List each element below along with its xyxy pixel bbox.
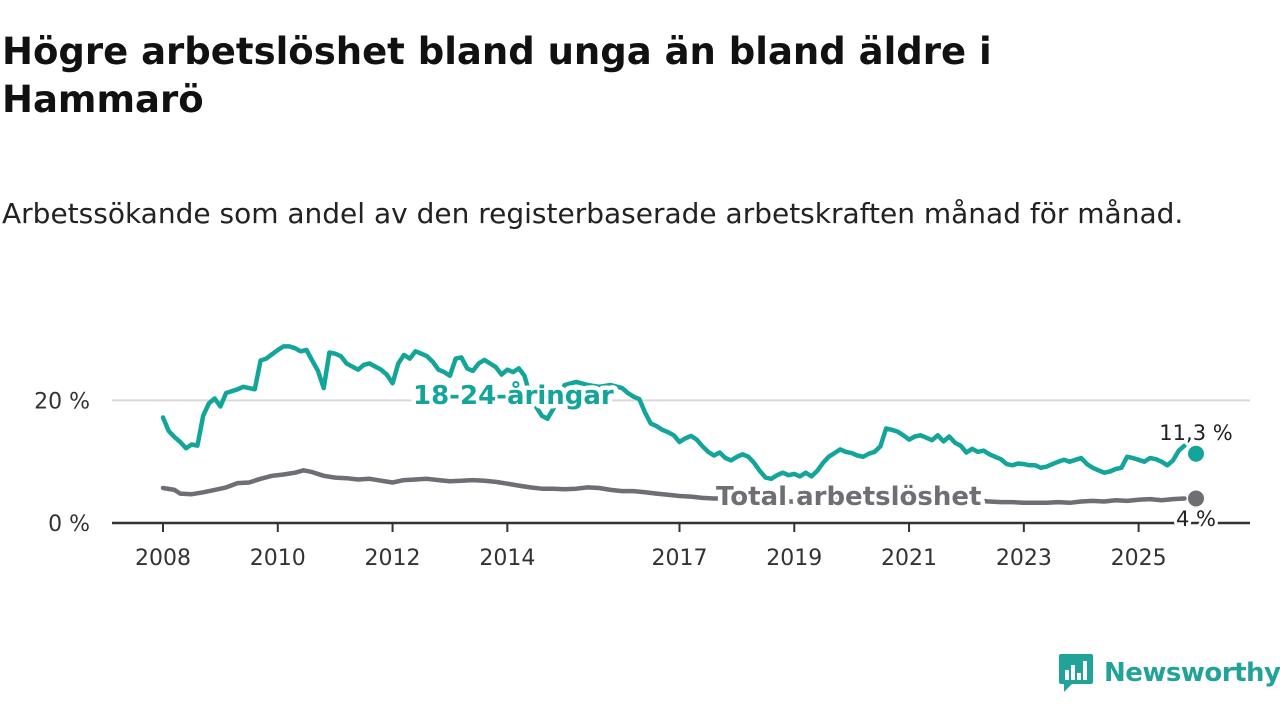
x-tick-label: 2010 [250,546,306,571]
series-lines [160,344,1204,507]
chart-subtitle: Arbetssökande som andel av den registerb… [2,197,1184,230]
x-tick-label: 2014 [479,546,535,571]
series-label-total: Total arbetslöshet [716,482,981,512]
bar-chart-speech-icon [1059,654,1093,692]
x-tick-label: 2017 [652,546,708,571]
series-line-youth [160,344,1187,482]
series-line-total [160,468,1187,506]
series-labels: 18-24-åringar Total arbetslöshet 11,3 % 4 % [409,375,1236,535]
end-label-total: 4 % [1176,507,1216,531]
end-label-youth: 11,3 % [1159,421,1232,445]
x-tick-label: 2019 [766,546,822,571]
brand-logo: Newsworthy [1058,652,1280,694]
x-tick-label: 2012 [365,546,421,571]
end-point-total [1188,490,1204,507]
x-tick-label: 2025 [1111,546,1167,571]
y-tick-label: 0 % [48,512,90,537]
end-point-youth [1188,445,1204,462]
x-tick-label: 2023 [996,546,1052,571]
x-tick-label: 2021 [881,546,937,571]
chart-title: Högre arbetslöshet bland unga än bland ä… [2,30,992,121]
brand-name: Newsworthy [1104,658,1280,688]
y-tick-label: 20 % [34,389,90,414]
x-tick-label: 2008 [135,546,191,571]
series-label-youth: 18-24-åringar [413,379,614,411]
line-chart: 0 % 20 % 2008 2010 2012 2014 2017 2019 2021 2023 2… [34,344,1250,571]
axes: 0 % 20 % 2008 2010 2012 2014 2017 2019 2021 2023 2… [34,389,1250,571]
